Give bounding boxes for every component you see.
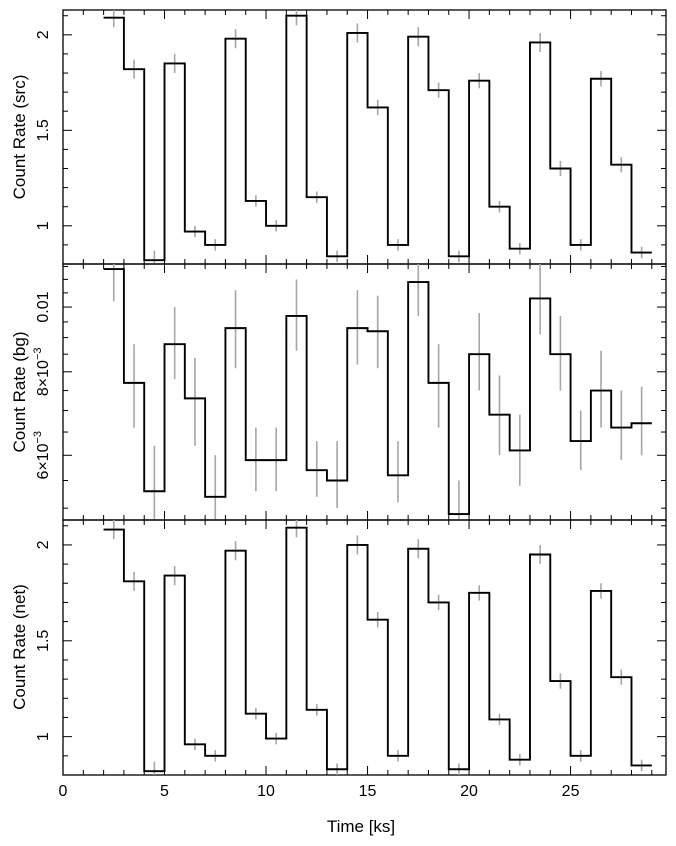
panel-src: 11.52 Count Rate (src) [10,9,667,265]
x-tick-label: 5 [160,783,169,800]
y-tick-label: 2 [35,30,52,39]
x-axis-label: Time [ks] [327,817,395,836]
y-tick-label: 1 [35,221,52,230]
panel-bg-ylabel: Count Rate (bg) [10,332,29,453]
y-tick-label: 1.5 [35,630,52,652]
panel-net-series [103,526,652,773]
panel-src-ylabel: Count Rate (src) [10,75,29,200]
x-tick-label: 15 [359,783,377,800]
y-tick-label: 6×10−3 [32,431,52,480]
y-tick-label: 2 [35,540,52,549]
panel-bg-series [103,268,652,515]
panel-net-ylabel: Count Rate (net) [10,584,29,710]
step-series-line [103,268,652,515]
y-tick-label: 1 [35,732,52,741]
panel-net-labels: 11.520 5 10 15 20 25 [35,540,580,800]
panel-src-ticks [62,10,666,265]
panel-src-errorbars [103,10,652,264]
panel-bg-errorbars [103,264,652,520]
panel-src-frame [62,9,667,265]
step-series-line [103,526,652,773]
panel-net-ticks [62,520,666,776]
panel-bg-frame [62,263,667,521]
x-tick-label: 10 [257,783,275,800]
x-tick-label: 25 [562,783,580,800]
panel-bg-ticks [62,264,666,520]
y-tick-label: 1.5 [35,119,52,141]
panel-bg-labels: 6×10−3 8×10−3 0.01 [32,291,52,479]
panel-net: 11.520 5 10 15 20 25 Count Rate (net) [10,519,667,800]
x-tick-label: 20 [460,783,478,800]
panel-net-errorbars [103,520,652,775]
y-tick-label: 8×10−3 [32,348,52,397]
step-series-line [103,14,652,262]
panel-src-series [103,14,652,262]
y-tick-label: 0.01 [35,291,52,322]
panel-bg: 6×10−3 8×10−3 0.01 Count Rate (bg) [10,263,667,521]
panel-src-labels: 11.52 [35,30,52,230]
x-tick-label: 0 [59,783,68,800]
panel-net-frame [62,519,667,776]
